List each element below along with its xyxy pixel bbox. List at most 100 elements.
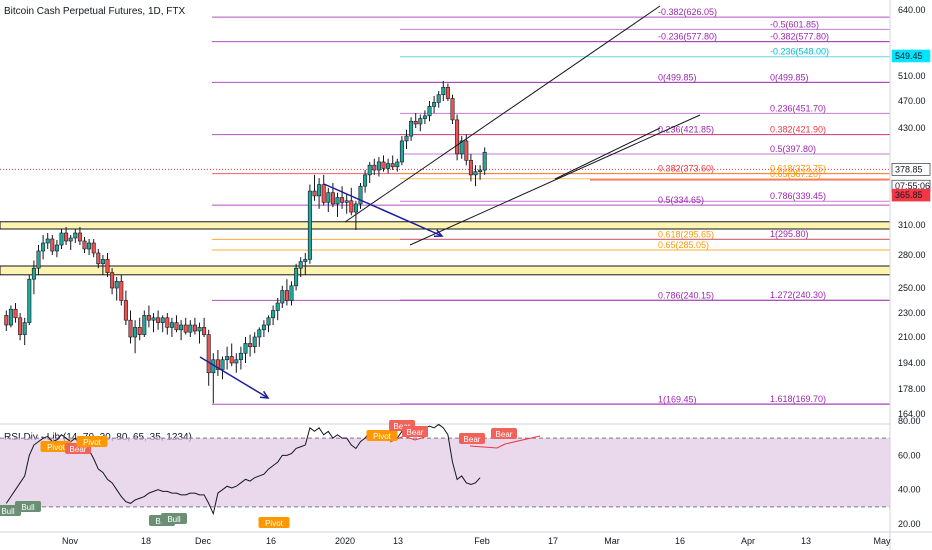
rsi-tag-pivot [258,517,290,528]
rsi-tag-label: Bull [21,503,35,512]
price-badge-label: 07:55:06 [895,181,930,191]
fib-left-label-9: 1(169.45) [658,394,697,404]
candle-body [482,151,487,171]
time-tick-label: Feb [474,536,490,546]
candle-body [156,317,161,323]
candle-body [404,135,409,142]
price-tick-label: 470.00 [898,96,926,106]
rsi-tag-label: Bear [407,428,424,437]
rsi-tag-label: Bear [496,430,513,439]
candle-body [298,261,303,269]
rsi-tag-label: Pivot [47,443,66,452]
candle-body [427,106,432,117]
candle-body [183,324,188,333]
rsi-tag-pivot [366,430,398,441]
fib-right-label-9: 0.786(339.45) [770,191,826,201]
price-axis[interactable]: 640.00 510.00 470.00 430.00 310.00 280.00 250.… [889,0,931,550]
candle-body [238,352,243,361]
price-tick-label: 210.00 [898,332,926,342]
rsi-tag-bear [402,426,428,437]
candle-body [229,356,234,364]
price-tick-label: 194.00 [898,358,926,368]
fib-left-label-8: 0.786(240.15) [658,290,714,300]
rsi-tick-label: 80.00 [898,416,921,426]
price-badge-label: 549.45 [895,51,923,61]
candle-body [432,102,437,107]
candle-body [202,327,207,335]
candle-body [468,160,473,176]
rsi-tag-label: Pivot [265,519,284,528]
rsi-tag-label: Bear [464,435,481,444]
zone-1 [0,265,891,276]
fib-right-label-0: -0.5(601.85) [770,19,819,29]
candle-body [422,115,427,119]
rsi-tick-label: 60.00 [898,450,921,460]
price-tick-label: 510.00 [898,71,926,81]
rsi-tick-label: 20.00 [898,519,921,529]
candle-body [174,322,179,331]
candle-body [372,164,377,171]
rsi-tag-pivot [76,436,108,447]
candle-body [289,285,294,301]
candle-body [146,315,151,321]
candle-body [367,164,372,176]
candle-body [358,185,363,205]
price-badge [891,188,931,202]
rsi-tag-label: Bear [70,445,87,454]
price-tick-label: 164.00 [898,409,926,419]
fib-right-label-2: -0.236(548.00) [770,47,829,57]
candle-body [353,203,358,213]
candle-body [45,238,50,244]
candle-body [478,169,483,172]
time-tick-label: Dec [195,536,212,546]
candle-body [114,281,119,289]
fib-right-label-7: 0.618(373.75) [770,163,826,173]
zone-0 [0,221,891,230]
candle-body [31,267,36,280]
candle-body [436,94,441,103]
candle-body [192,324,197,332]
rsi-tag-label: Bull [1,507,15,516]
fib-right-label-4: 0.236(451.70) [770,103,826,113]
candle-body [68,237,73,242]
rsi-tag-pivot [40,441,72,452]
trend-lines [199,5,701,399]
candle-body [252,336,257,348]
candle-body [257,329,262,338]
channel-lower-line [409,114,701,246]
bear-div-2 [469,435,541,449]
candle-body [54,244,59,252]
candle-body [87,242,92,250]
rsi-tag-label: Bull [167,515,181,524]
rsi-tag-bear [491,428,517,439]
rsi-tag-label: Pivot [373,432,392,441]
fib-right-label-8: 0.65(367.20) [770,169,821,179]
candle-body [197,327,202,332]
candle-body [312,190,317,197]
candle-body [225,356,230,361]
candle-body [395,161,400,168]
candle-body [41,242,46,252]
candle-body [96,252,101,265]
candle-body [303,259,308,262]
fib-left-label-0: -0.382(626.05) [658,7,717,17]
rsi-band [0,438,890,507]
time-tick-label: 18 [141,536,151,546]
time-axis[interactable]: Nov 18 Dec 16 2020 13 Feb 17 Mar 16 Apr 13 May [0,531,932,546]
candle-body [142,315,147,335]
candle-body [349,200,354,213]
candle-body [128,319,133,338]
arrow-down-feb-shaft [323,183,443,237]
candle-body [243,343,248,354]
candle-body [344,200,349,203]
candle-body [399,140,404,163]
candle-body [326,192,331,203]
candle-body [275,302,280,311]
candle-body [100,259,105,265]
fib-right-label-10: 1(295.80) [770,229,809,239]
arrow-down-dec-shaft [199,356,269,399]
candle-body [280,290,285,304]
fib-left-label-2: 0(499.85) [658,72,697,82]
candle-body [105,259,110,273]
